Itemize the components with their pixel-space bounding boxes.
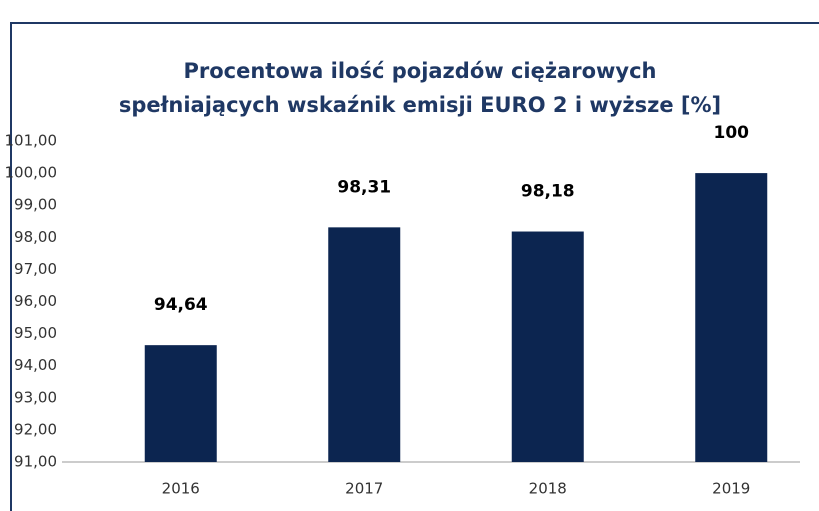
y-tick-label: 91,00 xyxy=(14,453,57,471)
chart-title: spełniających wskaźnik emisji EURO 2 i w… xyxy=(119,93,721,117)
y-tick-label: 101,00 xyxy=(5,132,58,150)
value-label: 98,31 xyxy=(337,177,391,197)
bar xyxy=(695,173,768,462)
bar xyxy=(511,231,584,462)
y-tick-label: 92,00 xyxy=(14,420,57,438)
x-tick-label: 2016 xyxy=(162,480,200,498)
y-tick-label: 98,00 xyxy=(14,228,57,246)
x-tick-label: 2018 xyxy=(529,480,567,498)
x-tick-label: 2017 xyxy=(345,480,383,498)
y-tick-label: 100,00 xyxy=(5,164,58,182)
y-tick-label: 97,00 xyxy=(14,260,57,278)
x-tick-label: 2019 xyxy=(712,480,750,498)
value-label: 100 xyxy=(714,123,750,143)
bar xyxy=(144,345,217,462)
value-label: 98,18 xyxy=(521,182,575,202)
bar xyxy=(328,227,401,462)
y-tick-label: 93,00 xyxy=(14,388,57,406)
value-label: 94,64 xyxy=(154,295,208,315)
y-tick-label: 96,00 xyxy=(14,292,57,310)
y-tick-label: 99,00 xyxy=(14,196,57,214)
frame xyxy=(10,22,819,511)
y-tick-label: 95,00 xyxy=(14,324,57,342)
chart-title: Procentowa ilość pojazdów ciężarowych xyxy=(183,59,656,83)
y-tick-label: 94,00 xyxy=(14,356,57,374)
